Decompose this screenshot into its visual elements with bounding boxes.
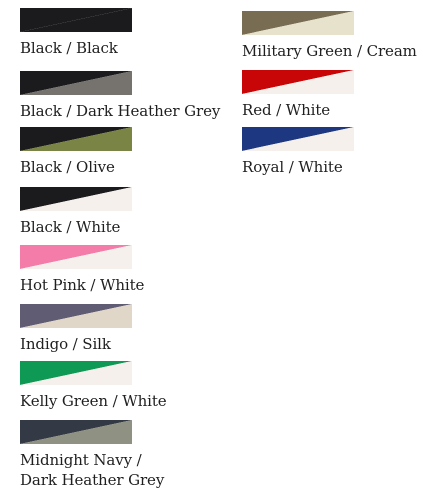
swatch-label: Black / White <box>20 218 121 236</box>
color-swatch <box>242 11 354 35</box>
swatch-option-black-white[interactable]: Black / White <box>20 187 132 237</box>
swatch-option-black-black[interactable]: Black / Black <box>20 8 132 58</box>
color-swatch <box>20 127 132 151</box>
swatch-option-midnight-navy-dark-heather-grey[interactable]: Midnight Navy / Dark Heather Grey <box>20 420 170 490</box>
color-swatch <box>20 245 132 269</box>
color-swatch <box>20 304 132 328</box>
color-swatch <box>20 187 132 211</box>
swatch-label: Midnight Navy / Dark Heather Grey <box>20 451 165 489</box>
swatch-label: Kelly Green / White <box>20 392 167 410</box>
swatch-option-hot-pink-white[interactable]: Hot Pink / White <box>20 245 144 295</box>
color-swatch <box>20 361 132 385</box>
swatch-option-indigo-silk[interactable]: Indigo / Silk <box>20 304 132 354</box>
swatch-option-black-olive[interactable]: Black / Olive <box>20 127 132 177</box>
color-swatch <box>20 71 132 95</box>
swatch-option-black-dark-heather-grey[interactable]: Black / Dark Heather Grey <box>20 71 220 121</box>
swatch-label: Military Green / Cream <box>242 42 417 60</box>
color-swatch <box>20 8 132 32</box>
swatch-label: Black / Black <box>20 39 118 57</box>
swatch-label: Royal / White <box>242 158 343 176</box>
swatch-option-red-white[interactable]: Red / White <box>242 70 354 120</box>
swatch-option-royal-white[interactable]: Royal / White <box>242 127 354 177</box>
color-swatch <box>20 420 132 444</box>
swatch-label: Black / Olive <box>20 158 115 176</box>
swatch-option-military-green-cream[interactable]: Military Green / Cream <box>242 11 417 61</box>
swatch-label: Black / Dark Heather Grey <box>20 102 221 120</box>
swatch-label: Red / White <box>242 101 331 119</box>
swatch-option-kelly-green-white[interactable]: Kelly Green / White <box>20 361 167 411</box>
swatch-label: Hot Pink / White <box>20 276 145 294</box>
color-swatch <box>242 70 354 94</box>
color-swatch <box>242 127 354 151</box>
swatch-label: Indigo / Silk <box>20 335 111 353</box>
